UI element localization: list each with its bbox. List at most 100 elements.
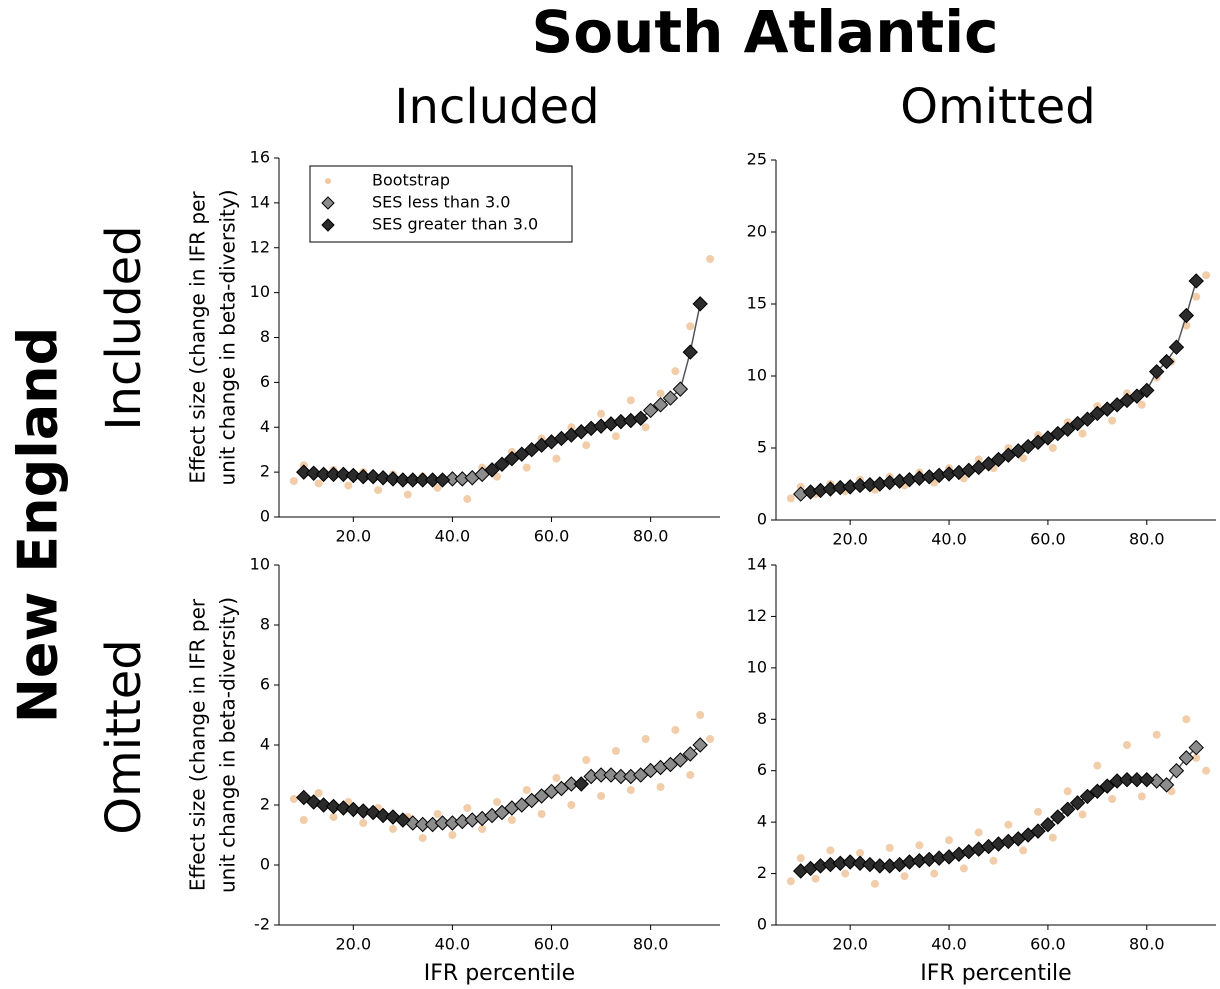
ses-diamond: [1139, 772, 1155, 788]
y-tick-label: 6: [260, 372, 270, 391]
ses-diamond: [345, 801, 362, 818]
y-tick-label: 6: [757, 760, 767, 779]
ses-diamond: [1158, 353, 1175, 370]
ses-diamond: [1178, 307, 1195, 324]
bootstrap-point: [1137, 400, 1146, 409]
y-axis-label: unit change in beta-diversity): [216, 189, 240, 485]
bootstrap-point: [567, 801, 576, 809]
figure-title: South Atlantic: [531, 0, 998, 66]
ses-diamond: [1099, 778, 1115, 794]
bootstrap-point: [786, 877, 795, 886]
bootstrap-point: [974, 455, 983, 464]
bootstrap-point: [507, 816, 516, 824]
y-tick-label: 8: [260, 615, 270, 634]
y-tick-label: 0: [260, 507, 270, 526]
y-tick-label: 10: [747, 366, 767, 385]
bootstrap-point: [974, 828, 983, 837]
bootstrap-point: [597, 792, 606, 800]
y-tick-label: 10: [250, 282, 270, 301]
ses-diamond: [852, 855, 868, 871]
ses-diamond: [682, 344, 698, 360]
y-tick-label: 0: [260, 855, 270, 874]
bootstrap-point: [1202, 271, 1211, 280]
bootstrap-point: [626, 396, 635, 405]
y-tick-label: 16: [250, 148, 270, 167]
bootstrap-point: [1019, 846, 1028, 855]
y-tick-label: 0: [757, 510, 767, 529]
bootstrap-point: [900, 872, 909, 881]
ses-diamond: [692, 296, 708, 312]
ses-diamond: [672, 752, 689, 768]
ses-diamond: [1188, 273, 1204, 289]
y-tick-label: 12: [250, 237, 270, 256]
x-tick-label: 20.0: [832, 935, 868, 954]
bootstrap-point: [1019, 454, 1028, 463]
bootstrap-point: [567, 423, 576, 432]
ses-diamond: [633, 410, 649, 426]
bootstrap-point: [1137, 792, 1146, 801]
y-axis-label: Effect size (change in IFR per: [186, 191, 210, 484]
bootstrap-point: [478, 825, 487, 833]
bootstrap-point: [641, 423, 650, 432]
ses-diamond: [672, 381, 689, 397]
y-tick-label: 20: [747, 222, 767, 241]
bootstrap-point: [1034, 807, 1043, 816]
y-tick-label: 2: [757, 863, 767, 882]
bootstrap-point: [522, 786, 531, 794]
legend-marker: [321, 218, 335, 232]
bootstrap-point: [706, 254, 715, 263]
ses-diamond: [1168, 339, 1185, 355]
ses-diamond: [365, 468, 381, 485]
bootstrap-point: [403, 490, 412, 499]
x-tick-label: 60.0: [534, 935, 570, 954]
ses-diamond: [662, 390, 679, 406]
y-tick-label: 4: [260, 735, 270, 754]
ses-diamond: [652, 397, 669, 413]
ses-diamond: [573, 776, 589, 792]
legend-label: Bootstrap: [372, 171, 450, 190]
x-tick-label: 60.0: [1030, 530, 1066, 549]
bootstrap-point: [696, 711, 705, 719]
legend-marker: [321, 196, 335, 210]
ses-diamond: [375, 470, 391, 486]
row-title: Omitted: [96, 639, 152, 835]
ses-diamond: [1059, 421, 1076, 437]
column-title: Omitted: [900, 79, 1096, 135]
bootstrap-point: [289, 795, 298, 803]
bootstrap-point: [1063, 787, 1072, 796]
bootstrap-point: [945, 836, 954, 845]
legend-label: SES less than 3.0: [372, 193, 510, 212]
x-tick-label: 20.0: [336, 527, 372, 546]
ses-diamond: [1040, 817, 1056, 833]
bootstrap-point: [1202, 766, 1211, 775]
ses-diamond: [305, 465, 322, 481]
bootstrap-point: [611, 747, 620, 755]
ses-diamond: [355, 803, 371, 819]
x-tick-label: 40.0: [435, 527, 471, 546]
ses-diamond: [862, 856, 878, 873]
x-tick-label: 40.0: [435, 935, 471, 954]
bootstrap-point: [1152, 730, 1161, 739]
bootstrap-point: [885, 843, 894, 852]
ses-diamond: [1089, 783, 1106, 799]
bootstrap-point: [686, 771, 695, 779]
y-tick-label: 15: [747, 294, 767, 313]
bootstrap-point: [388, 825, 397, 833]
x-tick-label: 80.0: [1129, 530, 1165, 549]
bootstrap-point: [463, 495, 472, 504]
bootstrap-point: [1192, 753, 1201, 762]
x-tick-label: 60.0: [534, 527, 570, 546]
bootstrap-point: [1108, 795, 1117, 803]
ses-diamond: [1148, 363, 1165, 380]
ses-diamond: [1079, 411, 1096, 427]
y-tick-label: 5: [757, 438, 767, 457]
bootstrap-point: [597, 409, 606, 418]
y-tick-label: 10: [747, 657, 767, 676]
bootstrap-point: [870, 879, 879, 888]
bootstrap-point: [582, 756, 591, 764]
bootstrap-point: [314, 479, 323, 488]
ses-diamond: [1059, 801, 1076, 817]
bootstrap-point: [611, 432, 620, 441]
x-tick-label: 40.0: [931, 935, 967, 954]
ses-diamond: [484, 462, 500, 478]
